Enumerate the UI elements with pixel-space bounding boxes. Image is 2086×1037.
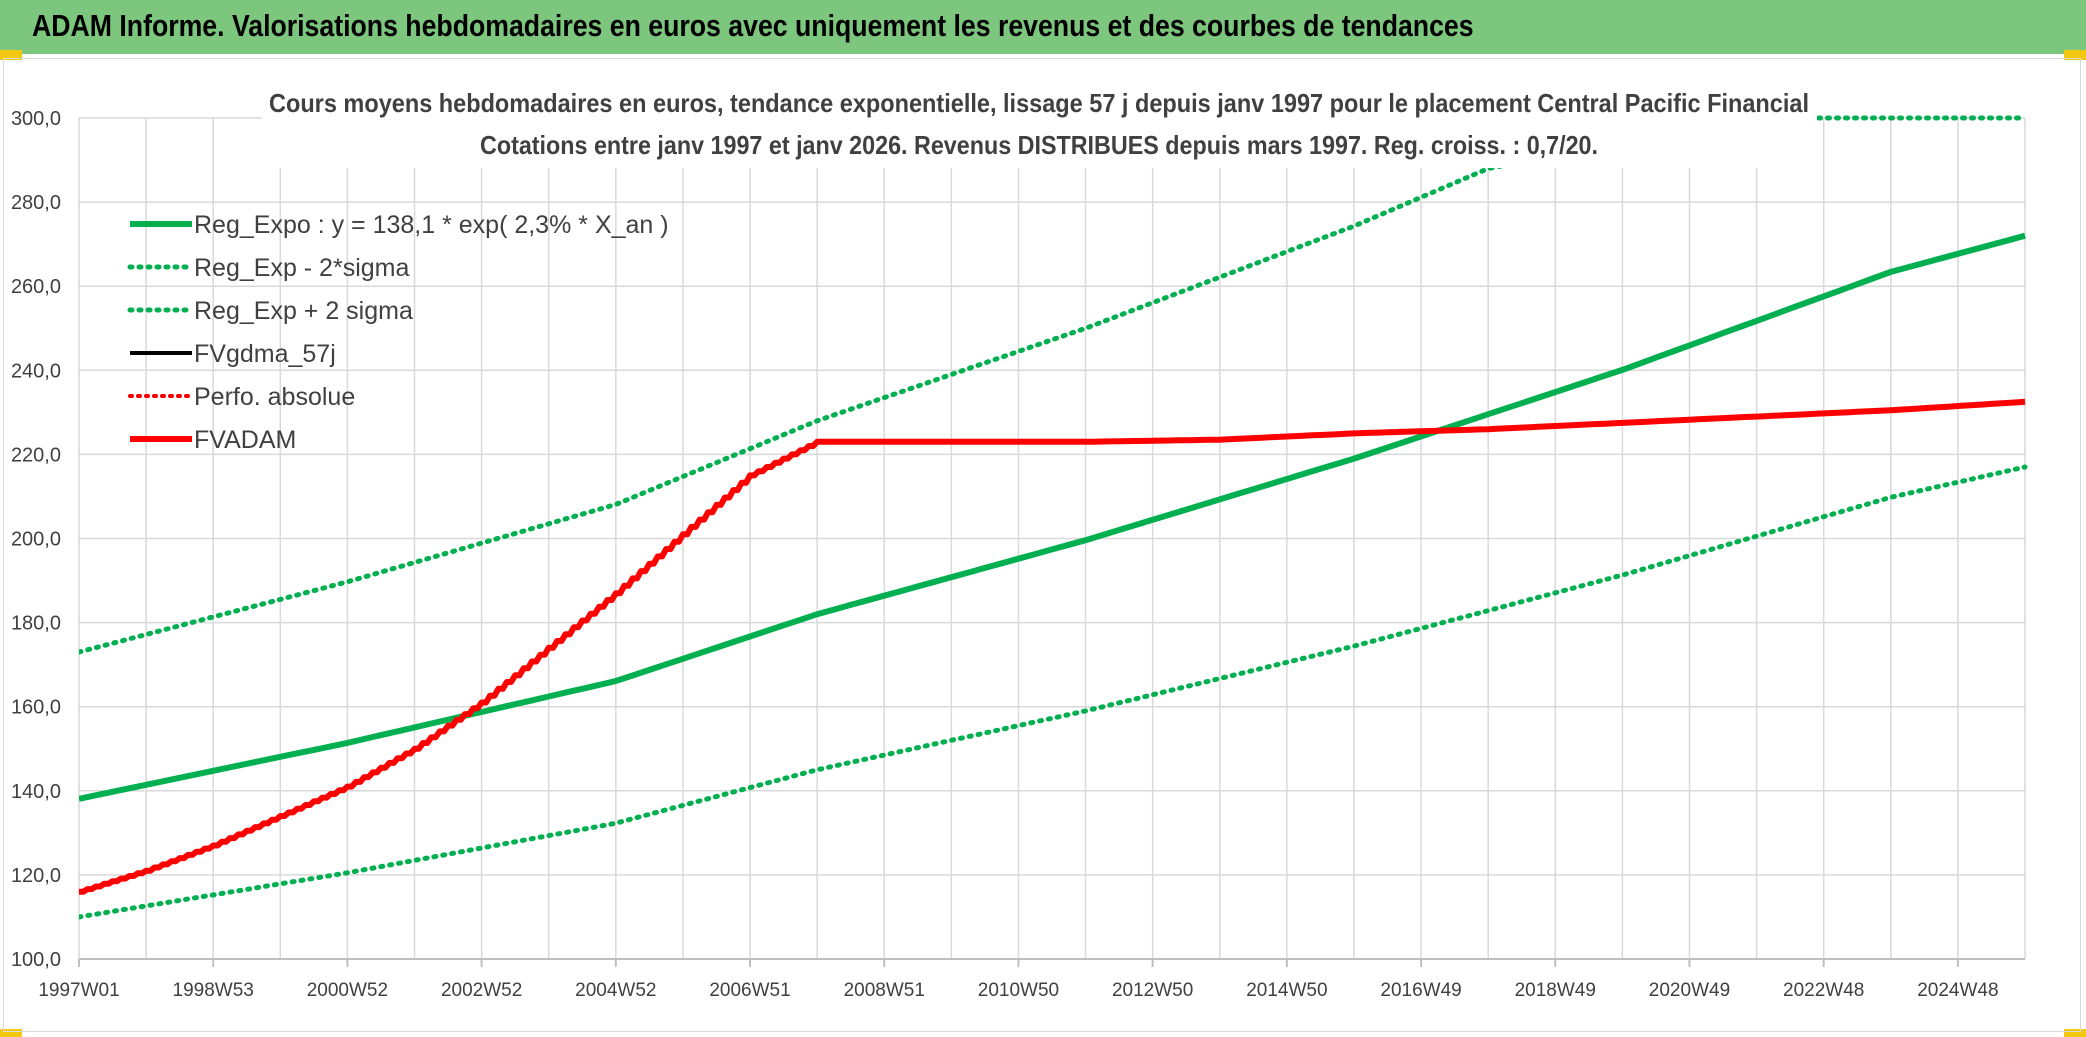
legend-label: Perfo. absolue (194, 383, 355, 411)
legend-label: FVgdma_57j (194, 340, 336, 368)
x-tick-label: 2016W49 (1380, 980, 1461, 1001)
y-tick-label: 220,0 (11, 444, 61, 466)
x-tick-label: 2004W52 (575, 980, 656, 1001)
report-banner: ADAM Informe. Valorisations hebdomadaire… (0, 0, 2086, 54)
y-tick-label: 120,0 (11, 865, 61, 887)
y-tick-label: 140,0 (11, 781, 61, 803)
chart-titles: Cours moyens hebdomadaires en euros, ten… (262, 86, 1817, 168)
y-tick-label: 100,0 (11, 949, 61, 971)
legend: Reg_Expo : y = 138,1 * exp( 2,3% * X_an … (127, 211, 669, 454)
y-tick-label: 160,0 (11, 697, 61, 719)
y-tick-label: 260,0 (11, 276, 61, 298)
chart-subtitle: Cotations entre janv 1997 et janv 2026. … (480, 130, 1598, 160)
x-tick-label: 2010W50 (978, 980, 1059, 1001)
series-line-6 (79, 398, 2026, 895)
title-background (262, 86, 1817, 168)
axes: 100,0 120,0 140,0 160,0 180,0 200,0 220,0 240,0… (11, 108, 2025, 1001)
x-tick-label: 1997W01 (38, 980, 119, 1001)
legend-label: Reg_Exp - 2*sigma (194, 254, 409, 282)
x-tick-label: 2012W50 (1112, 980, 1193, 1001)
y-tick-label: 180,0 (11, 613, 61, 635)
chart-title: Cours moyens hebdomadaires en euros, ten… (269, 88, 1809, 118)
legend-label: Reg_Exp + 2 sigma (194, 297, 413, 325)
x-tick-label: 2006W51 (709, 980, 790, 1001)
y-tick-label: 280,0 (11, 192, 61, 214)
y-tick-label: 200,0 (11, 529, 61, 551)
corner-accent-right (2064, 50, 2086, 60)
x-tick-label: 2024W48 (1917, 980, 1998, 1001)
chart-frame (3, 58, 2081, 1032)
legend-label: Reg_Expo : y = 138,1 * exp( 2,3% * X_an … (194, 211, 669, 239)
series-lines (79, 115, 2028, 920)
x-tick-label: 2020W49 (1649, 980, 1730, 1001)
series-line-3 (79, 115, 2028, 655)
x-tick-label: 2014W50 (1246, 980, 1327, 1001)
x-tick-label: 2008W51 (844, 980, 925, 1001)
series-line-1 (79, 232, 2026, 802)
series-line-2 (79, 464, 2028, 920)
legend-label: FVADAM (194, 426, 296, 454)
x-tick-label: 2000W52 (307, 980, 388, 1001)
corner-accent-left (0, 50, 22, 60)
y-tick-label: 240,0 (11, 360, 61, 382)
report-title: ADAM Informe. Valorisations hebdomadaire… (32, 8, 1474, 43)
x-tick-label: 2018W49 (1515, 980, 1596, 1001)
x-tick-label: 1998W53 (173, 980, 254, 1001)
y-tick-label: 300,0 (11, 108, 61, 130)
corner-accent-bottom-left (0, 1029, 22, 1037)
corner-accent-bottom-right (2064, 1029, 2086, 1037)
x-tick-label: 2002W52 (441, 980, 522, 1001)
x-tick-label: 2022W48 (1783, 980, 1864, 1001)
grid-lines (78, 117, 2026, 960)
